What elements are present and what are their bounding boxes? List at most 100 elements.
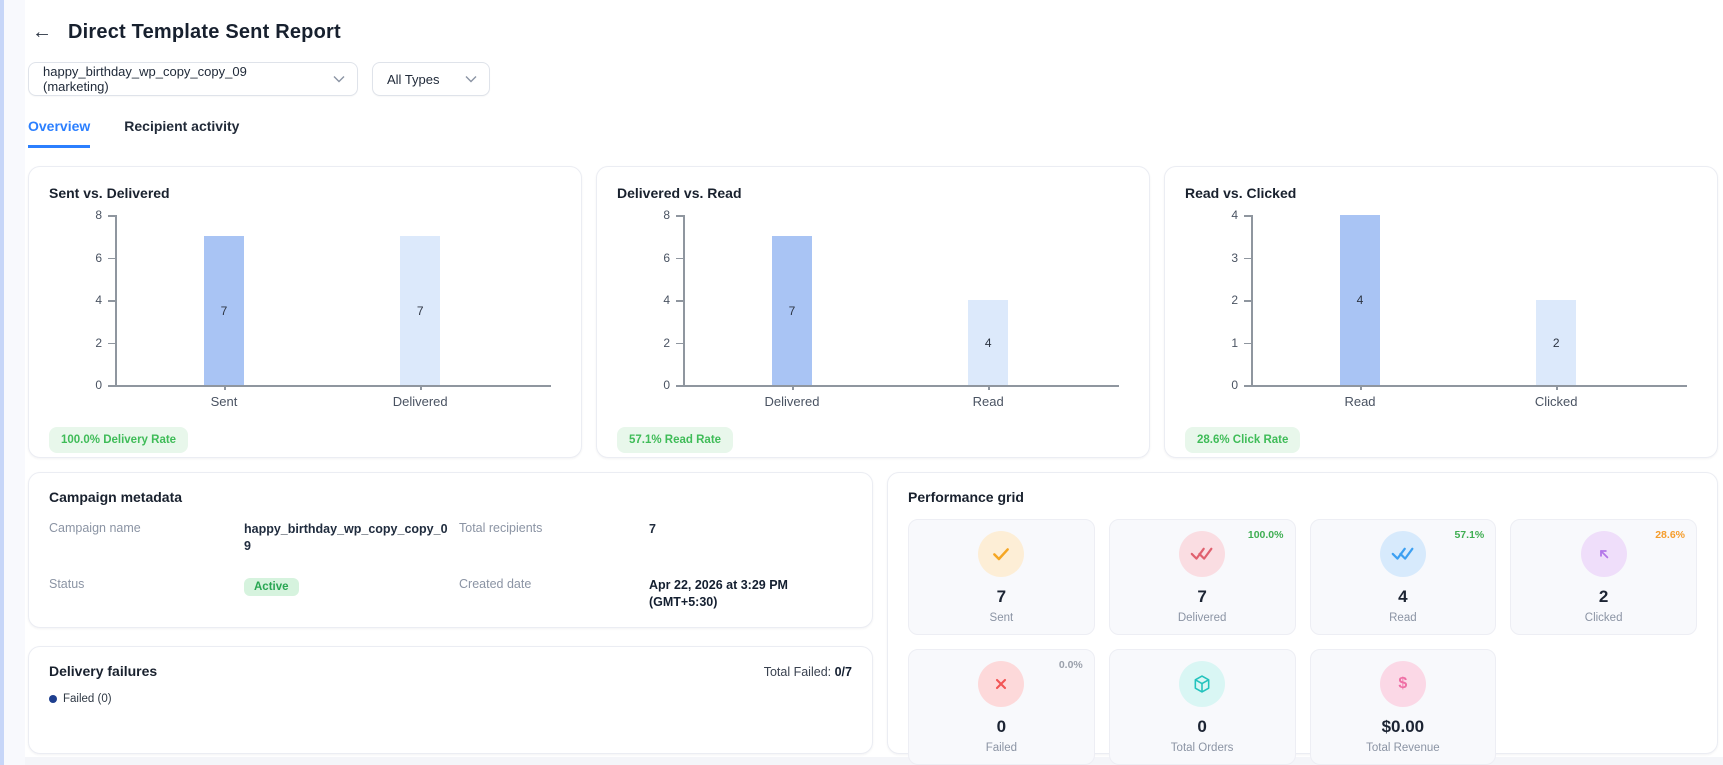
left-edge-accent: [0, 0, 4, 765]
stat-label: Total Orders: [1170, 741, 1234, 754]
stat-percent: 28.6%: [1655, 529, 1685, 541]
y-tick-label: 4: [95, 293, 102, 307]
failed-legend-item: Failed (0): [49, 693, 852, 705]
main-content: ← Direct Template Sent Report happy_birt…: [28, 0, 1718, 765]
bar-sent: [204, 236, 244, 385]
performance-grid-card: Performance grid 7 Sent 100.0%: [887, 472, 1718, 765]
back-button[interactable]: ←: [28, 20, 56, 44]
status-badge: Active: [244, 578, 299, 596]
stat-card-total-orders: 0 Total Orders: [1108, 649, 1296, 765]
bar-delivered: [400, 236, 441, 385]
stat-card-total-revenue: $ $0.00 Total Revenue: [1309, 649, 1497, 765]
y-axis-line: [115, 215, 117, 385]
template-select-value: happy_birthday_wp_copy_copy_09 (marketin…: [43, 64, 247, 94]
double-check-icon: [1379, 530, 1426, 577]
template-select[interactable]: happy_birthday_wp_copy_copy_09 (marketin…: [28, 62, 358, 96]
x-axis-line: [115, 385, 551, 387]
campaign-metadata-card: Campaign metadata Campaign name happy_bi…: [28, 472, 873, 628]
stat-card-delivered: 100.0% 7 Delivered: [1108, 519, 1296, 635]
y-tick-label: 8: [663, 208, 670, 222]
bar-read: [1340, 215, 1380, 385]
y-tick-label: 0: [95, 378, 102, 392]
chevron-down-icon: [465, 76, 477, 83]
bar-clicked: [1536, 300, 1577, 385]
x-tick: [420, 385, 422, 390]
x-tick: [988, 385, 990, 390]
y-tick-label: 1: [1231, 335, 1238, 350]
y-tick: [108, 257, 115, 259]
y-tick: [108, 342, 115, 344]
y-tick: [676, 300, 683, 302]
bar-chart-read-vs-clicked: 0 1 2 3 4 4 Read 2 Clicked: [1185, 207, 1697, 415]
chart-card-delivered-vs-read: Delivered vs. Read 0 2 4 6 8 7 Delivered 4 Read …: [596, 166, 1150, 458]
bar-chart-delivered-vs-read: 0 2 4 6 8 7 Delivered 4 Read: [617, 207, 1129, 415]
y-tick: [676, 385, 683, 387]
y-tick-label: 6: [663, 250, 670, 265]
legend-dot-icon: [49, 695, 57, 703]
y-tick: [108, 215, 115, 217]
x-tick: [224, 385, 226, 390]
y-tick: [1244, 342, 1251, 344]
x-axis-line: [683, 385, 1119, 387]
y-tick: [676, 342, 683, 344]
y-tick-label: 6: [95, 250, 102, 265]
bar-read: [968, 300, 1009, 385]
total-failed: Total Failed: 0/7: [764, 665, 852, 679]
delivery-failures-card: Delivery failures Total Failed: 0/7 Fail…: [28, 646, 873, 754]
y-tick-label: 8: [95, 208, 102, 222]
total-failed-value: 0/7: [834, 665, 852, 679]
stat-value: 7: [996, 586, 1007, 606]
performance-grid-title: Performance grid: [908, 489, 1024, 505]
stat-value: 2: [1598, 586, 1609, 606]
y-axis-line: [1251, 215, 1253, 385]
y-tick: [1244, 385, 1251, 387]
total-recipients-value: 7: [649, 522, 656, 536]
y-tick-label: 3: [1231, 250, 1238, 265]
tab-recipient-activity[interactable]: Recipient activity: [124, 118, 240, 134]
stat-label: Total Revenue: [1366, 741, 1440, 754]
check-icon: [978, 530, 1025, 577]
status-label: Status: [49, 577, 85, 591]
stat-card-sent: 7 Sent: [908, 519, 1095, 635]
bar-value-label: 7: [220, 303, 228, 318]
tab-overview[interactable]: Overview: [28, 118, 91, 148]
chart-title: Read vs. Clicked: [1185, 185, 1297, 201]
chart-card-sent-vs-delivered: Sent vs. Delivered 0 2 4 6 8 7 Sent 7 Delivered …: [28, 166, 582, 458]
filters-row: happy_birthday_wp_copy_copy_09 (marketin…: [28, 62, 1718, 96]
status-badge-cell: Active: [244, 577, 459, 596]
created-date-label: Created date: [459, 577, 532, 591]
click-rate-badge: 28.6% Click Rate: [1185, 427, 1301, 453]
campaign-name-label: Campaign name: [49, 521, 141, 535]
x-category-label: Delivered: [764, 394, 820, 409]
y-tick-label: 2: [663, 335, 670, 350]
stat-value: 0: [996, 716, 1007, 736]
double-check-icon: [1179, 530, 1226, 577]
x-tick: [1360, 385, 1362, 390]
chart-title: Delivered vs. Read: [617, 185, 742, 201]
y-tick: [1244, 300, 1251, 302]
x-category-label: Sent: [210, 394, 238, 409]
stat-label: Sent: [989, 611, 1014, 624]
x-category-label: Read: [972, 394, 1004, 409]
bar-value-label: 7: [416, 303, 424, 318]
x-category-label: Delivered: [392, 394, 448, 409]
bar-value-label: 4: [1356, 293, 1364, 307]
type-select-value: All Types: [387, 71, 440, 87]
cube-icon: [1179, 660, 1226, 707]
bottom-row: Campaign metadata Campaign name happy_bi…: [28, 472, 1718, 765]
stat-card-clicked: 28.6% 2 Clicked: [1510, 519, 1697, 635]
delivery-rate-badge: 100.0% Delivery Rate: [49, 427, 189, 453]
page-header: ← Direct Template Sent Report: [28, 16, 1718, 48]
created-date-value: Apr 22, 2026 at 3:29 PM (GMT+5:30): [649, 578, 788, 609]
bar-chart-sent-vs-delivered: 0 2 4 6 8 7 Sent 7 Delivered: [49, 207, 561, 415]
type-select[interactable]: All Types: [372, 62, 490, 96]
x-tick: [792, 385, 794, 390]
x-axis-line: [1251, 385, 1687, 387]
page-title: Direct Template Sent Report: [68, 20, 341, 43]
read-rate-badge: 57.1% Read Rate: [617, 427, 734, 453]
y-tick: [1244, 215, 1251, 217]
charts-row: Sent vs. Delivered 0 2 4 6 8 7 Sent 7 Delivered …: [28, 166, 1718, 458]
tabs: Overview Recipient activity: [28, 118, 1718, 148]
stat-card-failed: 0.0% 0 Failed: [908, 649, 1095, 765]
y-tick-label: 4: [663, 293, 670, 307]
